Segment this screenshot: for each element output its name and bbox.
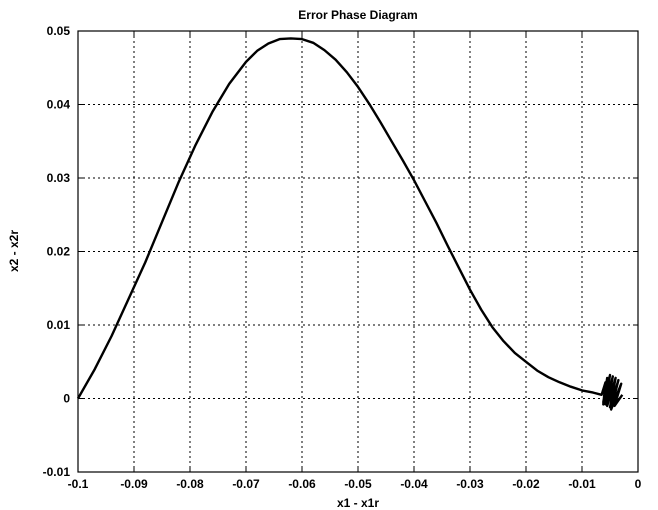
x-tick-label: -0.01 <box>568 477 596 491</box>
chart-title: Error Phase Diagram <box>298 8 417 22</box>
x-tick-label: -0.07 <box>232 477 260 491</box>
y-tick-label: 0.02 <box>47 245 71 259</box>
y-axis: -0.01 0 0.01 0.02 0.03 0.04 0.05 <box>43 24 638 479</box>
y-tick-label: 0.03 <box>47 171 71 185</box>
x-tick-label: -0.09 <box>120 477 148 491</box>
y-tick-label: 0.04 <box>47 98 71 112</box>
x-tick-label: -0.06 <box>288 477 316 491</box>
x-tick-label: 0 <box>635 477 642 491</box>
y-tick-label: 0.05 <box>47 24 71 38</box>
x-axis-label: x1 - x1r <box>337 496 379 510</box>
y-tick-label: 0 <box>63 392 70 406</box>
x-tick-label: -0.1 <box>68 477 89 491</box>
y-tick-label: -0.01 <box>43 465 71 479</box>
y-tick-label: 0.01 <box>47 318 71 332</box>
x-tick-label: -0.04 <box>400 477 428 491</box>
x-tick-label: -0.02 <box>512 477 540 491</box>
x-tick-label: -0.08 <box>176 477 204 491</box>
grid <box>78 31 638 472</box>
x-tick-label: -0.05 <box>344 477 372 491</box>
series-line <box>76 37 624 411</box>
y-axis-label: x2 - x2r <box>7 230 21 272</box>
x-tick-label: -0.03 <box>456 477 484 491</box>
x-axis: -0.1 -0.09 -0.08 -0.07 -0.06 -0.05 -0.04 -0.03 -… <box>68 31 642 491</box>
